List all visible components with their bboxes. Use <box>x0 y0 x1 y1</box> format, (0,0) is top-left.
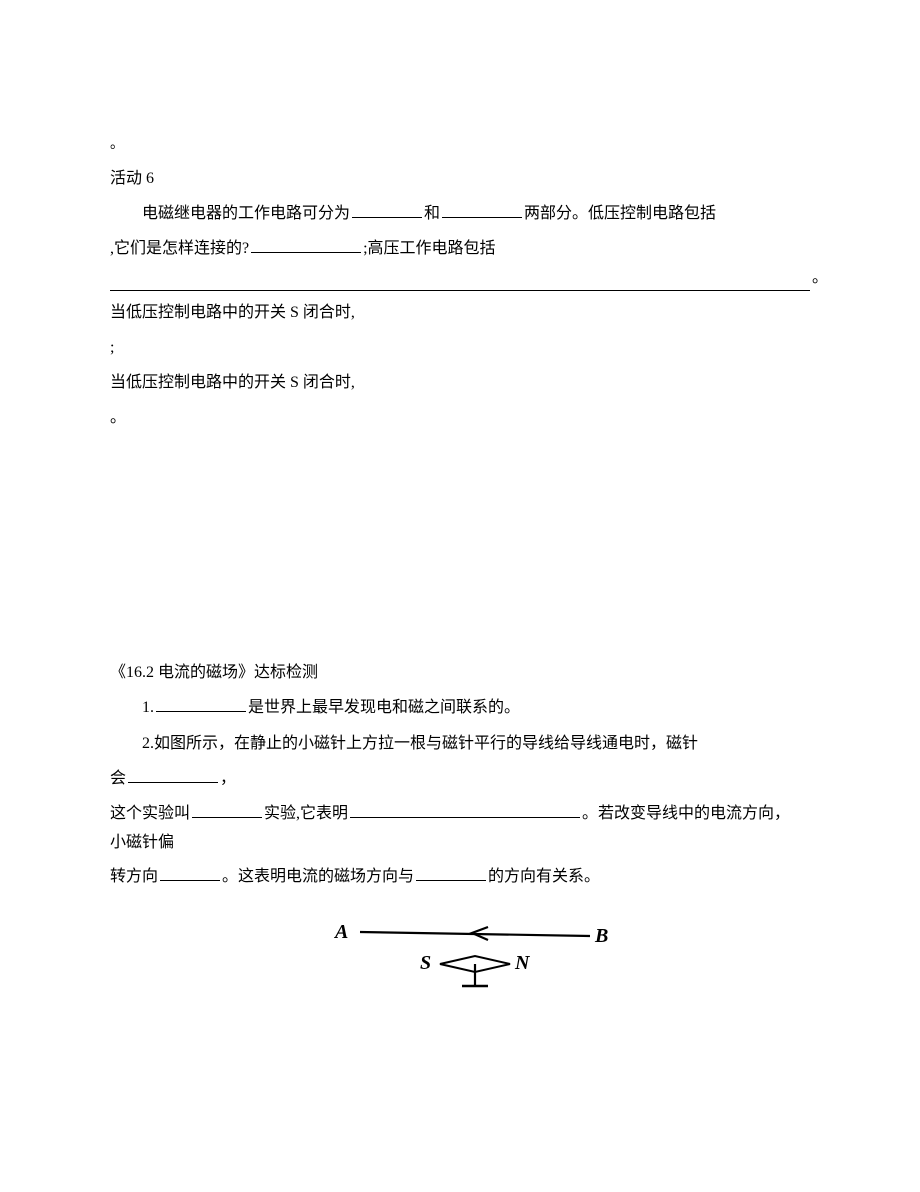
blank-a6-2 <box>442 201 522 218</box>
test-q1: 1. 是世界上最早发现电和磁之间联系的。 <box>110 690 810 725</box>
q2-p2b: ， <box>220 770 236 787</box>
q1-text: 是世界上最早发现电和磁之间联系的。 <box>248 699 520 716</box>
blank-q2-exp <box>192 801 262 818</box>
test-heading: 《16.2 电流的磁场》达标检测 <box>110 655 810 690</box>
a6-l2-p1: ,它们是怎样连接的? <box>110 240 249 257</box>
a6-l2-p2: ;高压工作电路包括 <box>363 240 495 257</box>
diagram-label-A: A <box>333 921 348 943</box>
diagram-label-S: S <box>420 952 431 974</box>
blank-q2-dir2 <box>416 864 486 881</box>
q2-p2a: 会 <box>110 770 126 787</box>
wire-compass-diagram: A B S N <box>290 914 630 1017</box>
test-q2-part3: 这个实验叫 实验,它表明 。若改变导线中的电流方向， <box>110 796 810 831</box>
vertical-gap <box>110 435 810 655</box>
q2-p3a: 这个实验叫 <box>110 805 190 822</box>
activity-6-line4: 当低压控制电路中的开关 S 闭合时, <box>110 365 810 400</box>
blank-a6-3 <box>251 236 361 253</box>
diagram-label-N: N <box>514 952 531 974</box>
q2-num: 2. <box>142 735 154 752</box>
q2-p5a: 转方向 <box>110 868 158 885</box>
activity-6-title: 活动 6 <box>110 161 810 196</box>
blank-q2-show <box>350 801 580 818</box>
compass-needle <box>440 956 510 986</box>
test-q2-part2: 会， <box>110 761 810 796</box>
activity-6-line3: 当低压控制电路中的开关 S 闭合时, <box>110 295 810 330</box>
page-root: 。 活动 6 电磁继电器的工作电路可分为 和 两部分。低压控制电路包括 ,它们是怎样… <box>0 0 920 1192</box>
blank-q1 <box>156 695 246 712</box>
q2-p3c: 。若改变导线中的电流方向， <box>582 805 790 822</box>
blank-a6-1 <box>352 201 422 218</box>
blank-a6-full <box>110 270 810 290</box>
test-q2-part5: 转方向 。这表明电流的磁场方向与 的方向有关系。 <box>110 859 810 894</box>
q2-p1: 如图所示，在静止的小磁针上方拉一根与磁针平行的导线给导线通电时，磁针 <box>154 735 698 752</box>
q1-num: 1. <box>142 699 154 716</box>
blank-q2-a <box>128 766 218 783</box>
diagram-label-B: B <box>594 925 608 947</box>
decor-dot: 。 <box>110 130 810 161</box>
q2-p3b: 实验,它表明 <box>264 805 348 822</box>
activity-6-semicolon: ; <box>110 330 810 365</box>
activity-6-line1: 电磁继电器的工作电路可分为 和 两部分。低压控制电路包括 <box>110 196 810 231</box>
q2-p5b: 。这表明电流的磁场方向与 <box>222 868 414 885</box>
blank-q2-dir <box>160 864 220 881</box>
a6-l1-p2: 和 <box>424 205 440 222</box>
test-q2-part4: 小磁针偏 <box>110 827 810 859</box>
test-q2-part1: 2.如图所示，在静止的小磁针上方拉一根与磁针平行的导线给导线通电时，磁针 <box>110 726 810 761</box>
a6-l1-p1: 电磁继电器的工作电路可分为 <box>142 205 350 222</box>
activity-6-line2: ,它们是怎样连接的? ;高压工作电路包括 <box>110 231 810 266</box>
activity-6-period: 。 <box>110 400 810 435</box>
a6-l1-p3: 两部分。低压控制电路包括 <box>524 205 716 222</box>
q2-p5c: 的方向有关系。 <box>488 868 600 885</box>
diagram-container: A B S N <box>110 914 810 1017</box>
